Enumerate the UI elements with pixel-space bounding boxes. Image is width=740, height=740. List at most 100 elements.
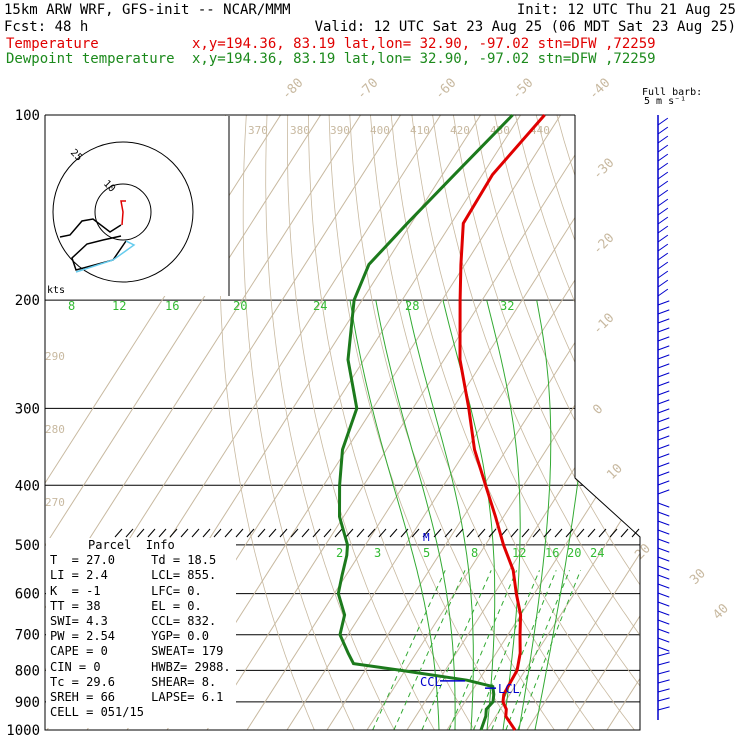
wind-barb	[657, 354, 670, 360]
mixing-ratio-label: 24	[590, 546, 604, 560]
cloud-tick-mark	[191, 528, 200, 538]
wind-barb	[657, 309, 670, 315]
wind-barb	[657, 279, 669, 288]
moist-adiabat-line	[405, 299, 474, 730]
cloud-tick-mark	[345, 528, 354, 538]
cloud-tick-mark	[213, 528, 222, 538]
cloud-tick-mark	[257, 528, 266, 538]
wind-barb	[657, 628, 670, 634]
cloud-tick-mark	[290, 528, 299, 538]
wind-barb	[657, 381, 670, 387]
dry-adiabat-line	[556, 115, 640, 730]
mixing-ratio-label: 12	[112, 299, 126, 313]
dry-adiabat-line	[494, 115, 640, 730]
header-title: 15km ARW WRF, GFS-init -- NCAR/MMM	[4, 2, 291, 18]
wind-barb	[657, 529, 670, 535]
parcel-info-row: CELL = 051/15	[50, 705, 144, 720]
parcel-info-row: LI = 2.4 LCL= 855.	[50, 568, 217, 583]
dewpoint-profile-line	[336, 113, 514, 731]
wind-barb	[657, 435, 670, 441]
pressure-tick-label: 100	[15, 108, 40, 124]
theta-top-label: 410	[410, 124, 430, 137]
dry-adiabat-line	[349, 115, 564, 730]
parcel-info-row: PW = 2.54 YGP= 0.0	[50, 629, 209, 644]
hodograph-trace-upper	[120, 200, 126, 226]
cloud-tick-mark	[367, 528, 376, 538]
wind-barb	[657, 556, 670, 562]
isotherm-right-label: 0	[590, 402, 606, 418]
wind-barb	[657, 198, 669, 207]
parcel-info-row: Tc = 29.6 SHEAR= 8.	[50, 674, 217, 689]
dry-adiabat-line	[219, 115, 321, 730]
theta-top-label: 370	[248, 124, 268, 137]
cloud-tick-mark	[235, 528, 244, 538]
wind-barb	[657, 444, 670, 450]
mixing-ratio-line	[448, 570, 518, 730]
cloud-tick-mark	[565, 528, 574, 538]
moist-adiabat-line	[349, 300, 440, 730]
wind-barb	[657, 288, 669, 297]
dry-adiabat-line	[286, 115, 443, 730]
mixing-ratio-line	[393, 570, 466, 730]
wind-barb	[657, 180, 669, 189]
wind-barb	[657, 610, 670, 616]
cloud-tick-mark	[466, 528, 475, 538]
dry-adiabat-line	[639, 115, 640, 730]
theta-top-label: 380	[290, 124, 310, 137]
parcel-info-panel: Parcel Info T = 27.0 Td = 18.5 LI = 2.4 L…	[46, 538, 236, 728]
dry-adiabat-line	[370, 115, 605, 730]
wind-barb	[657, 619, 670, 625]
wind-barb	[657, 679, 670, 684]
cloud-tick-mark	[180, 528, 189, 538]
wind-barb	[657, 511, 670, 517]
cloud-tick-mark	[488, 528, 497, 538]
wind-barb	[657, 502, 670, 508]
cloud-tick-mark	[609, 528, 618, 538]
mixing-ratio-line	[372, 570, 446, 730]
mixing-ratio-label: 12	[512, 546, 526, 560]
dewpoint-legend-info: x,y=194.36, 83.19 lat,lon= 32.90, -97.02…	[192, 51, 656, 67]
isotherm-right-label: 30	[687, 566, 709, 588]
wind-barb	[657, 574, 670, 580]
wind-barb	[657, 189, 669, 198]
cloud-tick-mark	[532, 528, 541, 538]
mixing-ratio-line	[517, 570, 582, 730]
cloud-tick-mark	[433, 528, 442, 538]
parcel-info-title: Parcel Info	[88, 538, 175, 552]
parcel-info-row: SWI= 4.3 CCL= 832.	[50, 614, 217, 629]
pressure-tick-label: 400	[15, 478, 40, 494]
lcl-label: LCL	[498, 682, 520, 696]
cloud-tick-mark	[279, 528, 288, 538]
cloud-tick-mark	[455, 528, 464, 538]
parcel-info-row: SREH = 66 LAPSE= 6.1	[50, 690, 224, 705]
cloud-tick-mark	[224, 528, 233, 538]
wind-barb	[657, 697, 670, 702]
cloud-tick-mark	[521, 528, 530, 538]
wind-barb	[657, 390, 670, 396]
mixing-ratio-label: 8	[471, 546, 478, 560]
isotherm-top-label: -50	[509, 76, 536, 103]
pressure-tick-label: 200	[15, 293, 40, 309]
mixing-ratio-line	[473, 570, 540, 730]
theta-left-label: 280	[45, 423, 65, 436]
wind-barb	[657, 144, 669, 153]
wind-barb	[657, 688, 670, 693]
isotherm-top-label: -60	[432, 76, 459, 103]
cloud-tick-mark	[477, 528, 486, 538]
mixing-ratio-label: 3	[374, 546, 381, 560]
ccl-label: CCL	[420, 675, 442, 689]
isotherm-line	[326, 115, 640, 730]
mixing-ratio-label: 16	[165, 299, 179, 313]
cloud-tick-mark	[158, 528, 167, 538]
parcel-info-row: TT = 38 EL = 0.	[50, 598, 202, 613]
hodograph-trace-surface	[75, 240, 136, 273]
wind-barb	[657, 520, 670, 526]
wind-barb	[657, 327, 670, 333]
theta-top-label: 390	[330, 124, 350, 137]
wind-barb	[657, 462, 670, 468]
wind-barb	[657, 162, 669, 171]
isotherm-line	[526, 115, 640, 730]
wind-barb	[657, 670, 670, 675]
mixing-ratio-label: 16	[545, 546, 559, 560]
